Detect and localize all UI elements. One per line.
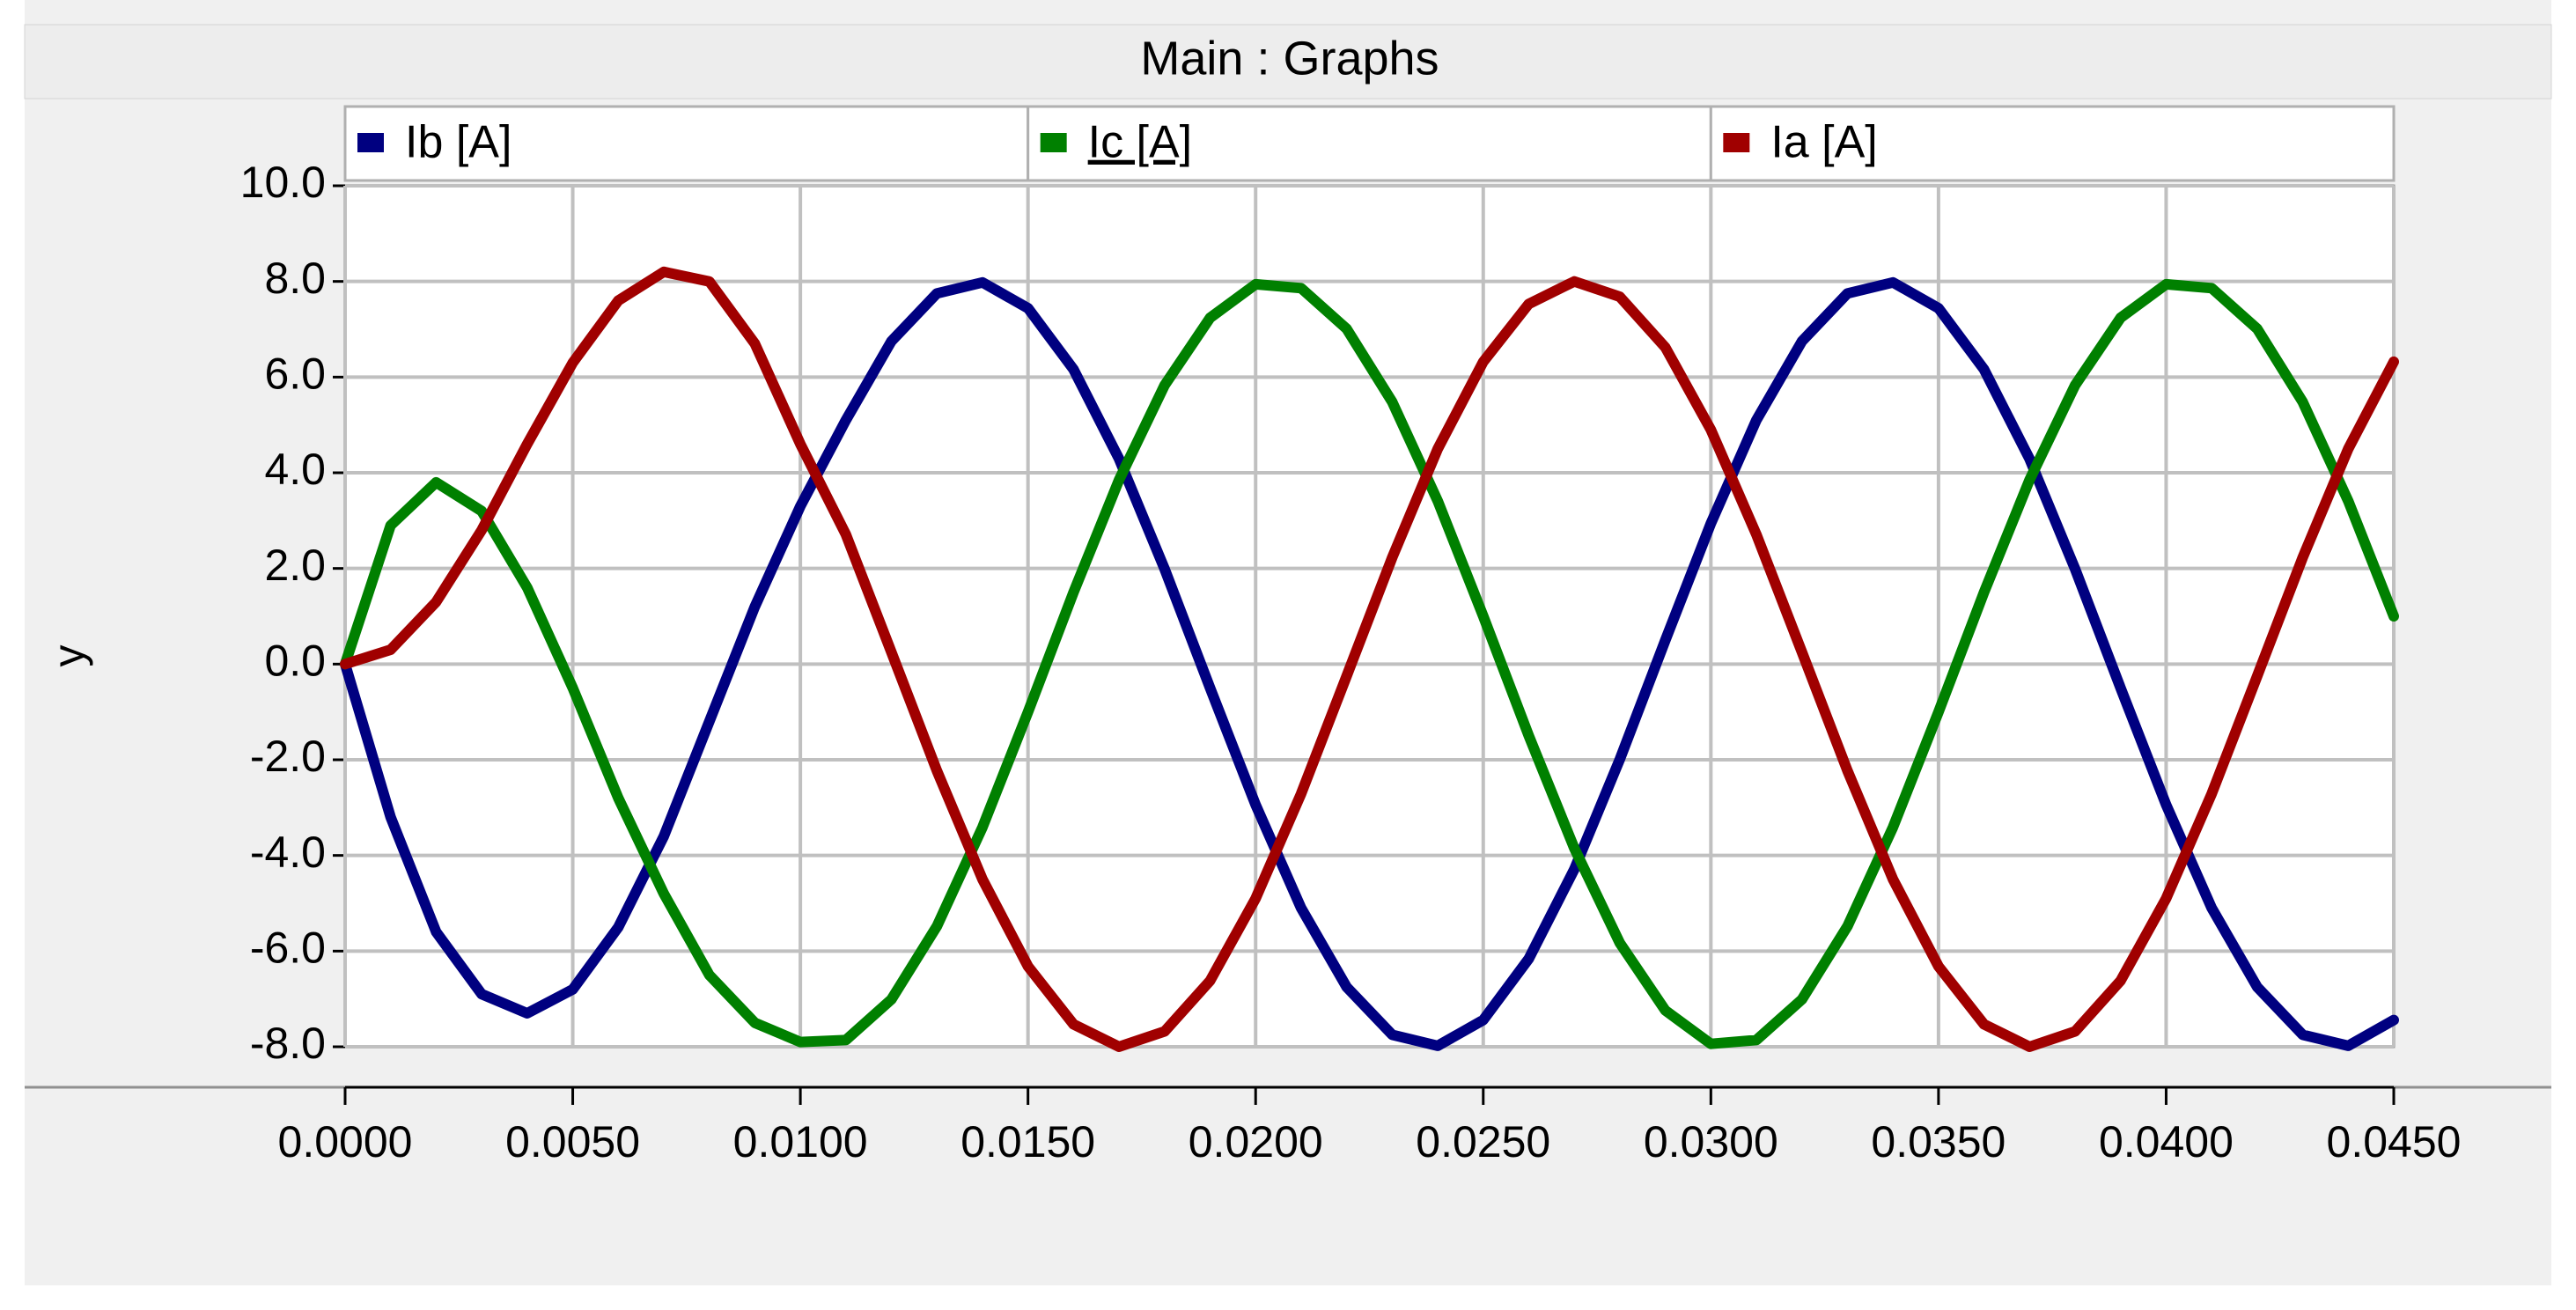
legend-swatch bbox=[1723, 133, 1750, 152]
y-tick-label: 8.0 bbox=[264, 254, 326, 303]
legend-cell[interactable] bbox=[343, 105, 1030, 182]
legend-swatch bbox=[1040, 133, 1067, 152]
y-tick-label: -8.0 bbox=[250, 1019, 326, 1068]
y-axis-label: y bbox=[44, 645, 93, 667]
x-tick-label: 0.0200 bbox=[1189, 1117, 1323, 1166]
series-line bbox=[340, 276, 2399, 1051]
legend-swatch bbox=[357, 133, 384, 152]
x-tick-label: 0.0100 bbox=[733, 1117, 868, 1166]
y-tick-label: 4.0 bbox=[264, 445, 326, 494]
x-tick-label: 0.0300 bbox=[1644, 1117, 1778, 1166]
title-bar bbox=[24, 24, 2552, 99]
x-tick-label: 0.0400 bbox=[2099, 1117, 2234, 1166]
y-tick-label: 10.0 bbox=[240, 158, 326, 207]
legend-label[interactable]: Ic [A] bbox=[1088, 117, 1192, 168]
y-tick-label: -2.0 bbox=[250, 732, 326, 781]
x-tick-label: 0.0450 bbox=[2327, 1117, 2462, 1166]
y-tick-label: 6.0 bbox=[264, 350, 326, 399]
x-tick-label: 0.0000 bbox=[278, 1117, 413, 1166]
x-tick-label: 0.0350 bbox=[1871, 1117, 2006, 1166]
legend-label[interactable]: Ib [A] bbox=[405, 117, 512, 168]
y-tick-label: 0.0 bbox=[264, 637, 326, 686]
legend-label[interactable]: Ia [A] bbox=[1770, 117, 1877, 168]
x-tick-label: 0.0150 bbox=[960, 1117, 1095, 1166]
series-line bbox=[340, 266, 2399, 1052]
y-tick-label: -4.0 bbox=[250, 828, 326, 877]
legend-cell[interactable] bbox=[1709, 105, 2396, 182]
series-line bbox=[340, 278, 2399, 1049]
y-tick-label: -6.0 bbox=[250, 924, 326, 973]
window-title: Main : Graphs bbox=[1140, 32, 1439, 85]
legend-cell[interactable] bbox=[1027, 105, 1712, 182]
x-tick-label: 0.0250 bbox=[1416, 1117, 1550, 1166]
y-tick-label: 2.0 bbox=[264, 541, 326, 590]
x-tick-label: 0.0050 bbox=[505, 1117, 640, 1166]
